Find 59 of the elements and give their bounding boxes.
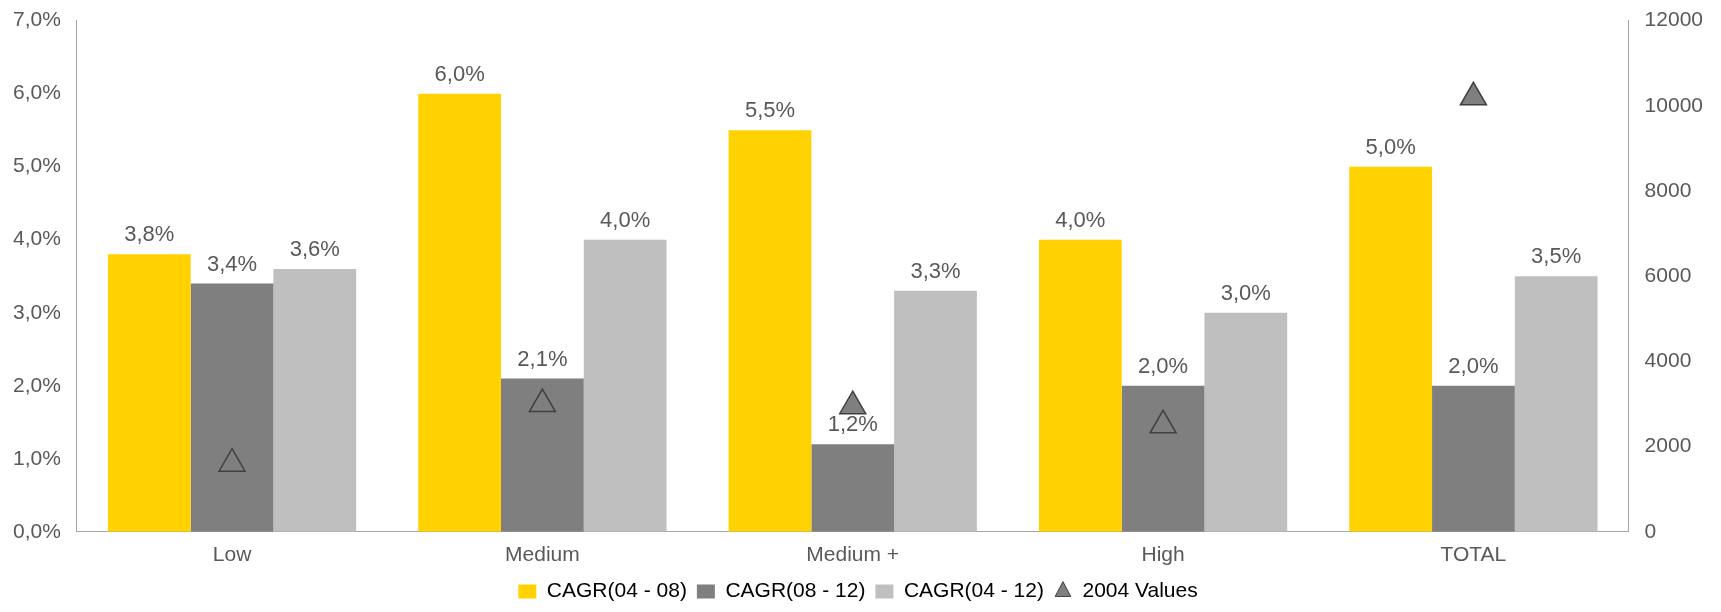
y-tick-label: 4,0%: [12, 226, 61, 250]
bar: [1514, 276, 1598, 532]
data-label: 2,1%: [517, 345, 568, 371]
legend-label: CAGR(04 - 08): [546, 578, 687, 602]
y2-tick-label: 2000: [1644, 433, 1692, 457]
y-tick-label: 3,0%: [12, 299, 61, 323]
point: [218, 447, 246, 472]
bar: [811, 444, 895, 532]
x-tick-label: Low: [212, 542, 253, 566]
bar: [190, 283, 274, 532]
bar: [728, 130, 812, 532]
y2-tick-label: 0: [1644, 518, 1657, 542]
data-label: 3,5%: [1531, 243, 1582, 269]
bar: [107, 254, 191, 532]
y2-tick-label: 6000: [1644, 263, 1692, 286]
x-tick-label: Medium +: [806, 542, 900, 566]
x-tick-label: High: [1141, 542, 1185, 566]
x-tick-label: Medium: [505, 542, 580, 566]
data-label: 2,0%: [1448, 352, 1499, 378]
bar: [894, 290, 977, 532]
y-tick-label: 7,0%: [12, 7, 61, 31]
bar: [501, 378, 584, 532]
data-label: 2,0%: [1138, 352, 1189, 378]
data-label: 4,0%: [1055, 206, 1106, 232]
data-label: 5,0%: [1365, 133, 1416, 159]
data-label: 3,0%: [1220, 279, 1271, 305]
point: [838, 390, 867, 415]
data-label: 1,2%: [827, 411, 878, 437]
data-label: 4,0%: [600, 206, 651, 232]
bar: [1121, 385, 1205, 532]
data-label: 6,0%: [434, 60, 485, 86]
bar: [273, 268, 357, 532]
point: [528, 388, 557, 413]
bar: [1432, 385, 1515, 532]
data-label: 3,6%: [289, 235, 340, 261]
y2-tick-label: 4000: [1644, 348, 1692, 372]
bar: [1038, 239, 1122, 532]
y-tick-label: 6,0%: [12, 80, 61, 104]
data-label: 5,5%: [744, 97, 796, 123]
data-label: 3,3%: [910, 257, 961, 283]
data-label: 3,8%: [124, 221, 175, 247]
point: [1149, 409, 1177, 434]
point: [1459, 81, 1488, 106]
y-tick-label: 5,0%: [12, 153, 61, 177]
y2-tick-label: 12000: [1644, 7, 1704, 31]
legend-label: CAGR(04 - 12): [903, 578, 1044, 602]
x-tick-label: TOTAL: [1440, 542, 1507, 566]
y-tick-label: 0,0%: [12, 518, 61, 542]
y2-tick-label: 10000: [1644, 92, 1704, 116]
bar: [418, 93, 502, 532]
y2-tick-label: 8000: [1644, 177, 1692, 201]
legend-label: CAGR(08 - 12): [725, 578, 866, 602]
data-label: 3,4%: [206, 250, 258, 276]
legend-label: 2004 Values: [1082, 578, 1198, 602]
bar: [583, 239, 667, 532]
y-tick-label: 1,0%: [12, 445, 61, 469]
bar: [1349, 166, 1433, 532]
bar: [1204, 312, 1288, 532]
y-tick-label: 2,0%: [12, 372, 61, 396]
